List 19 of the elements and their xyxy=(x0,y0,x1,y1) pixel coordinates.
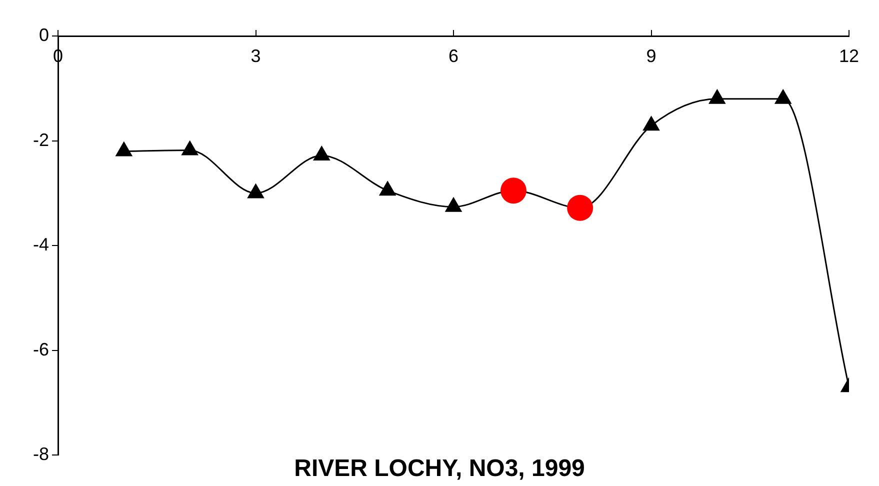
point xyxy=(642,116,660,131)
x-tick-label: 3 xyxy=(250,46,261,66)
point xyxy=(313,145,330,160)
x-tick-label: 6 xyxy=(448,46,459,66)
point xyxy=(708,88,726,104)
y-tick-label: -8 xyxy=(32,444,50,464)
text: RIVER LOCHY, NO3, 1999 xyxy=(294,455,585,482)
point xyxy=(247,183,264,198)
y-tick-label: -6 xyxy=(32,339,50,360)
x-tick-label: 12 xyxy=(838,46,860,66)
y-tick-label: -4 xyxy=(32,234,50,255)
y-tick-label: 0 xyxy=(38,24,50,45)
y-tick-label: -2 xyxy=(32,130,50,150)
x-tick-label: 9 xyxy=(646,46,656,66)
point xyxy=(444,196,462,212)
point xyxy=(378,180,396,196)
point xyxy=(774,88,792,104)
point xyxy=(115,141,133,156)
point xyxy=(181,140,198,156)
